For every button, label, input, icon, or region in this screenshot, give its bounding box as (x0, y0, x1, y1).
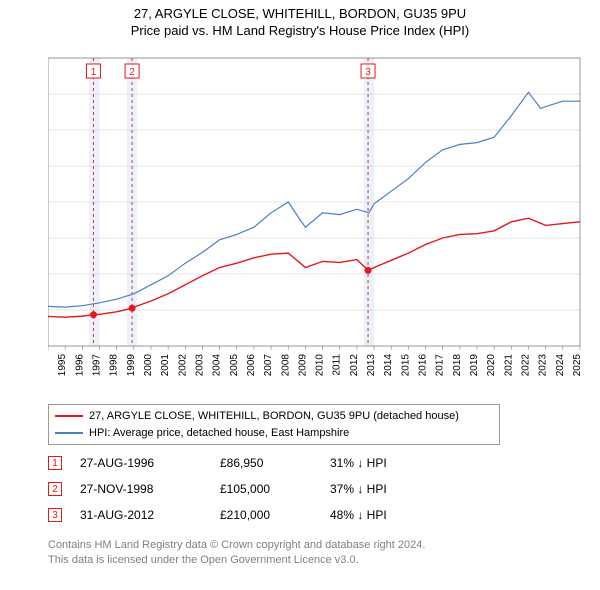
legend-label-property: 27, ARGYLE CLOSE, WHITEHILL, BORDON, GU3… (89, 408, 459, 425)
svg-text:2004: 2004 (212, 354, 223, 377)
event-marker-1: 1 (48, 456, 62, 470)
svg-text:1995: 1995 (57, 354, 68, 377)
svg-text:2025: 2025 (572, 354, 583, 377)
svg-text:2018: 2018 (452, 354, 463, 377)
chart-container: 27, ARGYLE CLOSE, WHITEHILL, BORDON, GU3… (0, 0, 600, 590)
legend-label-hpi: HPI: Average price, detached house, East… (89, 425, 349, 442)
svg-text:2017: 2017 (435, 354, 446, 377)
svg-text:2009: 2009 (297, 354, 308, 377)
event-date-2: 27-NOV-1998 (80, 482, 220, 496)
svg-text:1998: 1998 (109, 354, 120, 377)
event-price-3: £210,000 (220, 508, 330, 522)
svg-text:2000: 2000 (143, 354, 154, 377)
svg-text:1999: 1999 (126, 354, 137, 377)
svg-text:2016: 2016 (418, 354, 429, 377)
legend-row-hpi: HPI: Average price, detached house, East… (55, 425, 493, 442)
title-address: 27, ARGYLE CLOSE, WHITEHILL, BORDON, GU3… (0, 6, 600, 21)
svg-text:2014: 2014 (383, 354, 394, 377)
chart-svg: £0£100K£200K£300K£400K£500K£600K£700K£80… (48, 50, 588, 390)
svg-text:3: 3 (365, 67, 371, 78)
svg-text:2021: 2021 (503, 354, 514, 377)
svg-text:2006: 2006 (246, 354, 257, 377)
svg-text:2008: 2008 (280, 354, 291, 377)
footer-block: Contains HM Land Registry data © Crown c… (48, 538, 425, 569)
svg-text:1997: 1997 (91, 354, 102, 377)
svg-text:2013: 2013 (366, 354, 377, 377)
event-marker-2: 2 (48, 482, 62, 496)
legend-swatch-hpi (55, 432, 83, 434)
events-block: 1 27-AUG-1996 £86,950 31% ↓ HPI 2 27-NOV… (48, 450, 430, 528)
event-date-1: 27-AUG-1996 (80, 456, 220, 470)
event-price-2: £105,000 (220, 482, 330, 496)
title-block: 27, ARGYLE CLOSE, WHITEHILL, BORDON, GU3… (0, 0, 600, 38)
event-marker-3: 3 (48, 508, 62, 522)
svg-text:2003: 2003 (194, 354, 205, 377)
event-delta-3: 48% ↓ HPI (330, 508, 430, 522)
svg-text:1994: 1994 (48, 354, 51, 377)
svg-text:2002: 2002 (177, 354, 188, 377)
title-subtitle: Price paid vs. HM Land Registry's House … (0, 23, 600, 38)
svg-text:2012: 2012 (349, 354, 360, 377)
event-date-3: 31-AUG-2012 (80, 508, 220, 522)
svg-text:2020: 2020 (486, 354, 497, 377)
svg-text:2007: 2007 (263, 354, 274, 377)
svg-text:2011: 2011 (332, 354, 343, 376)
event-delta-1: 31% ↓ HPI (330, 456, 430, 470)
event-row-2: 2 27-NOV-1998 £105,000 37% ↓ HPI (48, 476, 430, 502)
footer-line1: Contains HM Land Registry data © Crown c… (48, 538, 425, 553)
svg-text:1996: 1996 (74, 354, 85, 377)
svg-text:2005: 2005 (229, 354, 240, 377)
chart-area: £0£100K£200K£300K£400K£500K£600K£700K£80… (48, 50, 588, 390)
event-delta-2: 37% ↓ HPI (330, 482, 430, 496)
svg-text:2023: 2023 (538, 354, 549, 377)
svg-text:1: 1 (91, 67, 97, 78)
event-row-1: 1 27-AUG-1996 £86,950 31% ↓ HPI (48, 450, 430, 476)
legend-box: 27, ARGYLE CLOSE, WHITEHILL, BORDON, GU3… (48, 404, 500, 445)
legend-row-property: 27, ARGYLE CLOSE, WHITEHILL, BORDON, GU3… (55, 408, 493, 425)
svg-text:2001: 2001 (160, 354, 171, 377)
svg-text:2: 2 (129, 67, 135, 78)
svg-text:2022: 2022 (521, 354, 532, 377)
footer-line2: This data is licensed under the Open Gov… (48, 553, 425, 568)
svg-text:2015: 2015 (400, 354, 411, 377)
svg-text:2024: 2024 (555, 354, 566, 377)
event-row-3: 3 31-AUG-2012 £210,000 48% ↓ HPI (48, 502, 430, 528)
legend-swatch-property (55, 415, 83, 417)
event-price-1: £86,950 (220, 456, 330, 470)
svg-text:2019: 2019 (469, 354, 480, 377)
svg-text:2010: 2010 (315, 354, 326, 377)
